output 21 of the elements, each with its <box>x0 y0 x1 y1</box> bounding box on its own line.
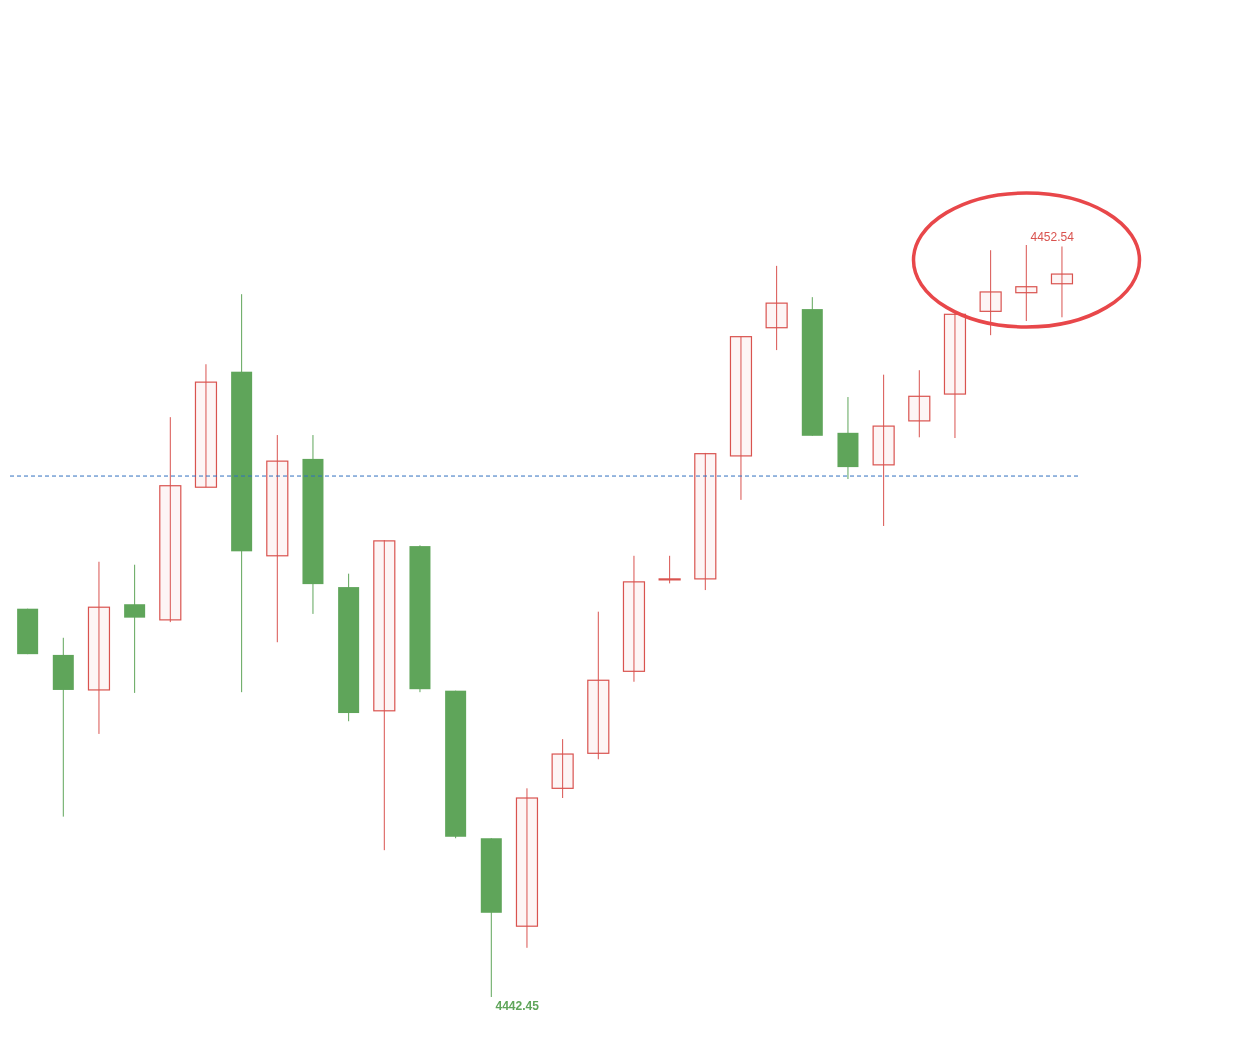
candlestick <box>87 561 111 735</box>
candlestick <box>622 555 646 683</box>
text: 4442.45 <box>495 999 540 1013</box>
candlestick <box>765 265 788 351</box>
candlestick <box>1015 245 1038 322</box>
candlestick <box>694 452 717 591</box>
candlestick <box>373 539 396 851</box>
candlestick <box>729 336 753 501</box>
candlestick <box>587 611 610 760</box>
candlestick <box>908 369 931 438</box>
candlestick <box>515 787 539 949</box>
candlestick <box>551 738 574 799</box>
candlestick <box>658 555 681 584</box>
candlestick <box>1050 245 1074 318</box>
candlestick <box>159 416 182 623</box>
candlestick <box>124 564 146 694</box>
candlestick <box>266 434 289 643</box>
candlestick <box>194 363 218 488</box>
candlestick <box>979 249 1002 336</box>
text: 4452.54 <box>1030 230 1075 244</box>
candlestick <box>872 374 895 527</box>
